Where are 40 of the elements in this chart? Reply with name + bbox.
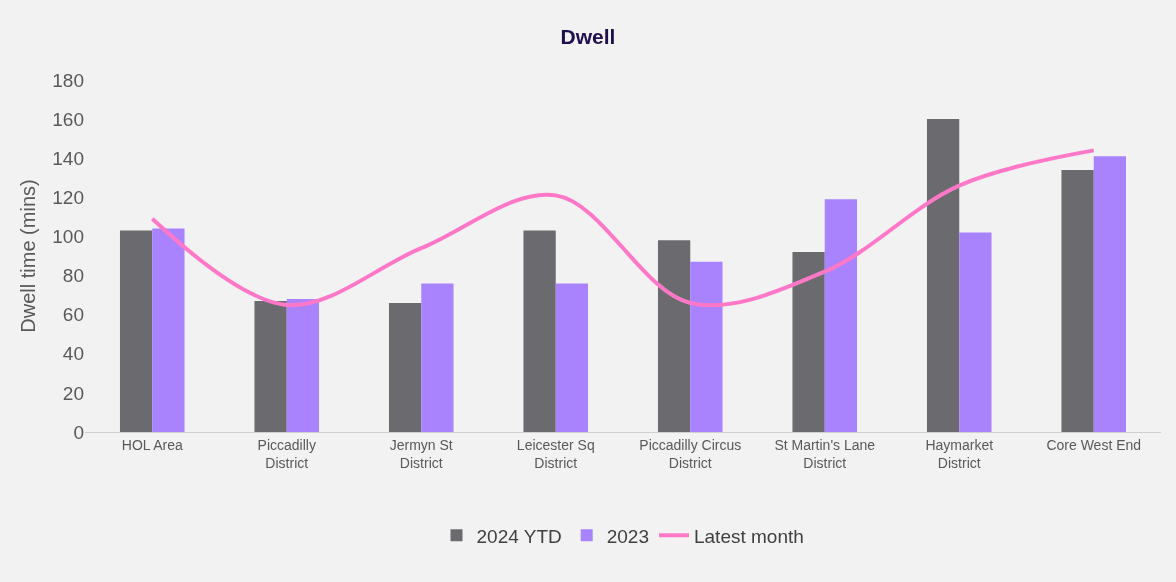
bar xyxy=(792,252,825,432)
y-tick-label: 20 xyxy=(62,382,84,404)
bar xyxy=(926,119,960,432)
y-tick-label: 140 xyxy=(52,147,84,169)
bar xyxy=(959,232,992,432)
bar xyxy=(421,283,454,432)
bar xyxy=(523,230,556,432)
bar xyxy=(824,199,858,432)
y-tick-label: 0 xyxy=(73,421,84,443)
legend-label: Latest month xyxy=(693,525,804,547)
legend-label: 2023 xyxy=(606,525,649,547)
y-tick-label: 80 xyxy=(62,265,84,287)
x-tick-label: Core West End xyxy=(1046,436,1142,453)
bar xyxy=(388,302,422,432)
x-tick-label: Piccadilly Circus District xyxy=(639,436,742,471)
y-tick-label: 180 xyxy=(52,69,84,91)
y-tick-label: 40 xyxy=(62,343,84,365)
bar xyxy=(119,230,153,432)
y-tick-label: 120 xyxy=(52,186,84,208)
bar xyxy=(152,228,185,432)
x-tick-label: Leicester Sq District xyxy=(516,436,595,471)
bar xyxy=(1061,169,1094,432)
bar xyxy=(1093,156,1127,432)
y-axis-title: Dwell time (mins) xyxy=(17,179,39,333)
x-tick-label: Jermyn St District xyxy=(389,436,453,471)
bar xyxy=(286,299,320,432)
y-tick-label: 100 xyxy=(52,226,84,248)
y-tick-label: 160 xyxy=(52,108,84,130)
x-tick-label: St Martin's Lane District xyxy=(774,436,876,471)
x-tick-label: HOL Area xyxy=(121,436,183,453)
chart-title: Dwell xyxy=(560,24,616,48)
bar xyxy=(657,240,691,432)
y-tick-label: 60 xyxy=(62,304,84,326)
legend-label: 2024 YTD xyxy=(476,525,562,547)
bar xyxy=(690,261,723,432)
bar xyxy=(254,300,287,432)
line-series xyxy=(150,148,1096,308)
x-tick-label: Haymarket District xyxy=(925,436,994,471)
x-tick-label: Piccadilly District xyxy=(257,436,316,471)
bar xyxy=(555,283,589,432)
